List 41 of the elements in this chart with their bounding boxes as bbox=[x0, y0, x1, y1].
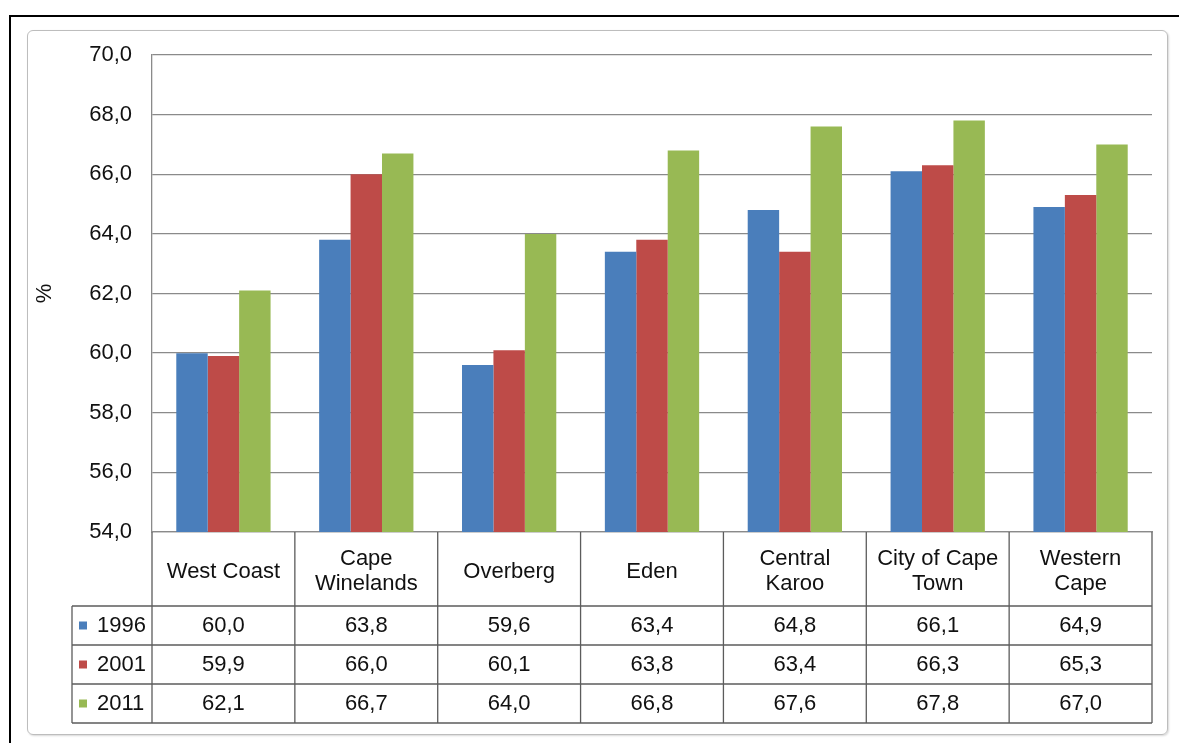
data-label: 64,0 bbox=[487, 689, 531, 715]
data-label: 63,8 bbox=[630, 650, 674, 676]
x-tick-label: Cape Winelands bbox=[314, 545, 418, 596]
legend-label: 1996 bbox=[97, 611, 146, 637]
data-label: 65,3 bbox=[1059, 650, 1102, 676]
y-tick-label: 58,0 bbox=[89, 398, 132, 424]
x-tick-label: Eden bbox=[626, 557, 678, 583]
data-label: 64,9 bbox=[1059, 611, 1102, 637]
data-label: 67,6 bbox=[773, 689, 817, 715]
data-label: 66,3 bbox=[916, 650, 960, 676]
legend-label: 2011 bbox=[97, 689, 145, 715]
data-label: 60,0 bbox=[202, 611, 245, 637]
data-label: 66,0 bbox=[344, 650, 388, 676]
data-label: 62,1 bbox=[202, 689, 245, 715]
data-label: 64,8 bbox=[773, 611, 817, 637]
data-label: 67,0 bbox=[1059, 689, 1102, 715]
data-label: 63,4 bbox=[630, 611, 674, 637]
data-label: 60,1 bbox=[487, 650, 531, 676]
x-tick-label: City of Cape Town bbox=[877, 545, 999, 596]
legend-label: 2001 bbox=[97, 650, 146, 676]
y-tick-label: 64,0 bbox=[89, 219, 132, 245]
y-tick-label: 66,0 bbox=[89, 160, 132, 186]
data-label: 59,6 bbox=[487, 611, 531, 637]
x-tick-label: Western Cape bbox=[1039, 545, 1122, 596]
y-tick-label: 70,0 bbox=[89, 41, 132, 67]
x-tick-label: Central Karoo bbox=[759, 545, 831, 596]
y-tick-label: 60,0 bbox=[89, 339, 132, 365]
data-label: 66,1 bbox=[916, 611, 960, 637]
y-axis-title: % bbox=[30, 283, 56, 304]
data-label: 63,8 bbox=[344, 611, 388, 637]
y-tick-label: 62,0 bbox=[89, 279, 132, 305]
data-label: 63,4 bbox=[773, 650, 817, 676]
x-tick-label: Overberg bbox=[463, 557, 555, 583]
x-tick-label: West Coast bbox=[166, 557, 281, 583]
data-label: 67,8 bbox=[916, 689, 960, 715]
data-label: 66,8 bbox=[630, 689, 674, 715]
y-tick-label: 68,0 bbox=[89, 100, 132, 126]
data-label: 66,7 bbox=[344, 689, 388, 715]
y-tick-label: 54,0 bbox=[89, 518, 132, 544]
data-label: 59,9 bbox=[202, 650, 245, 676]
y-tick-label: 56,0 bbox=[89, 458, 132, 484]
